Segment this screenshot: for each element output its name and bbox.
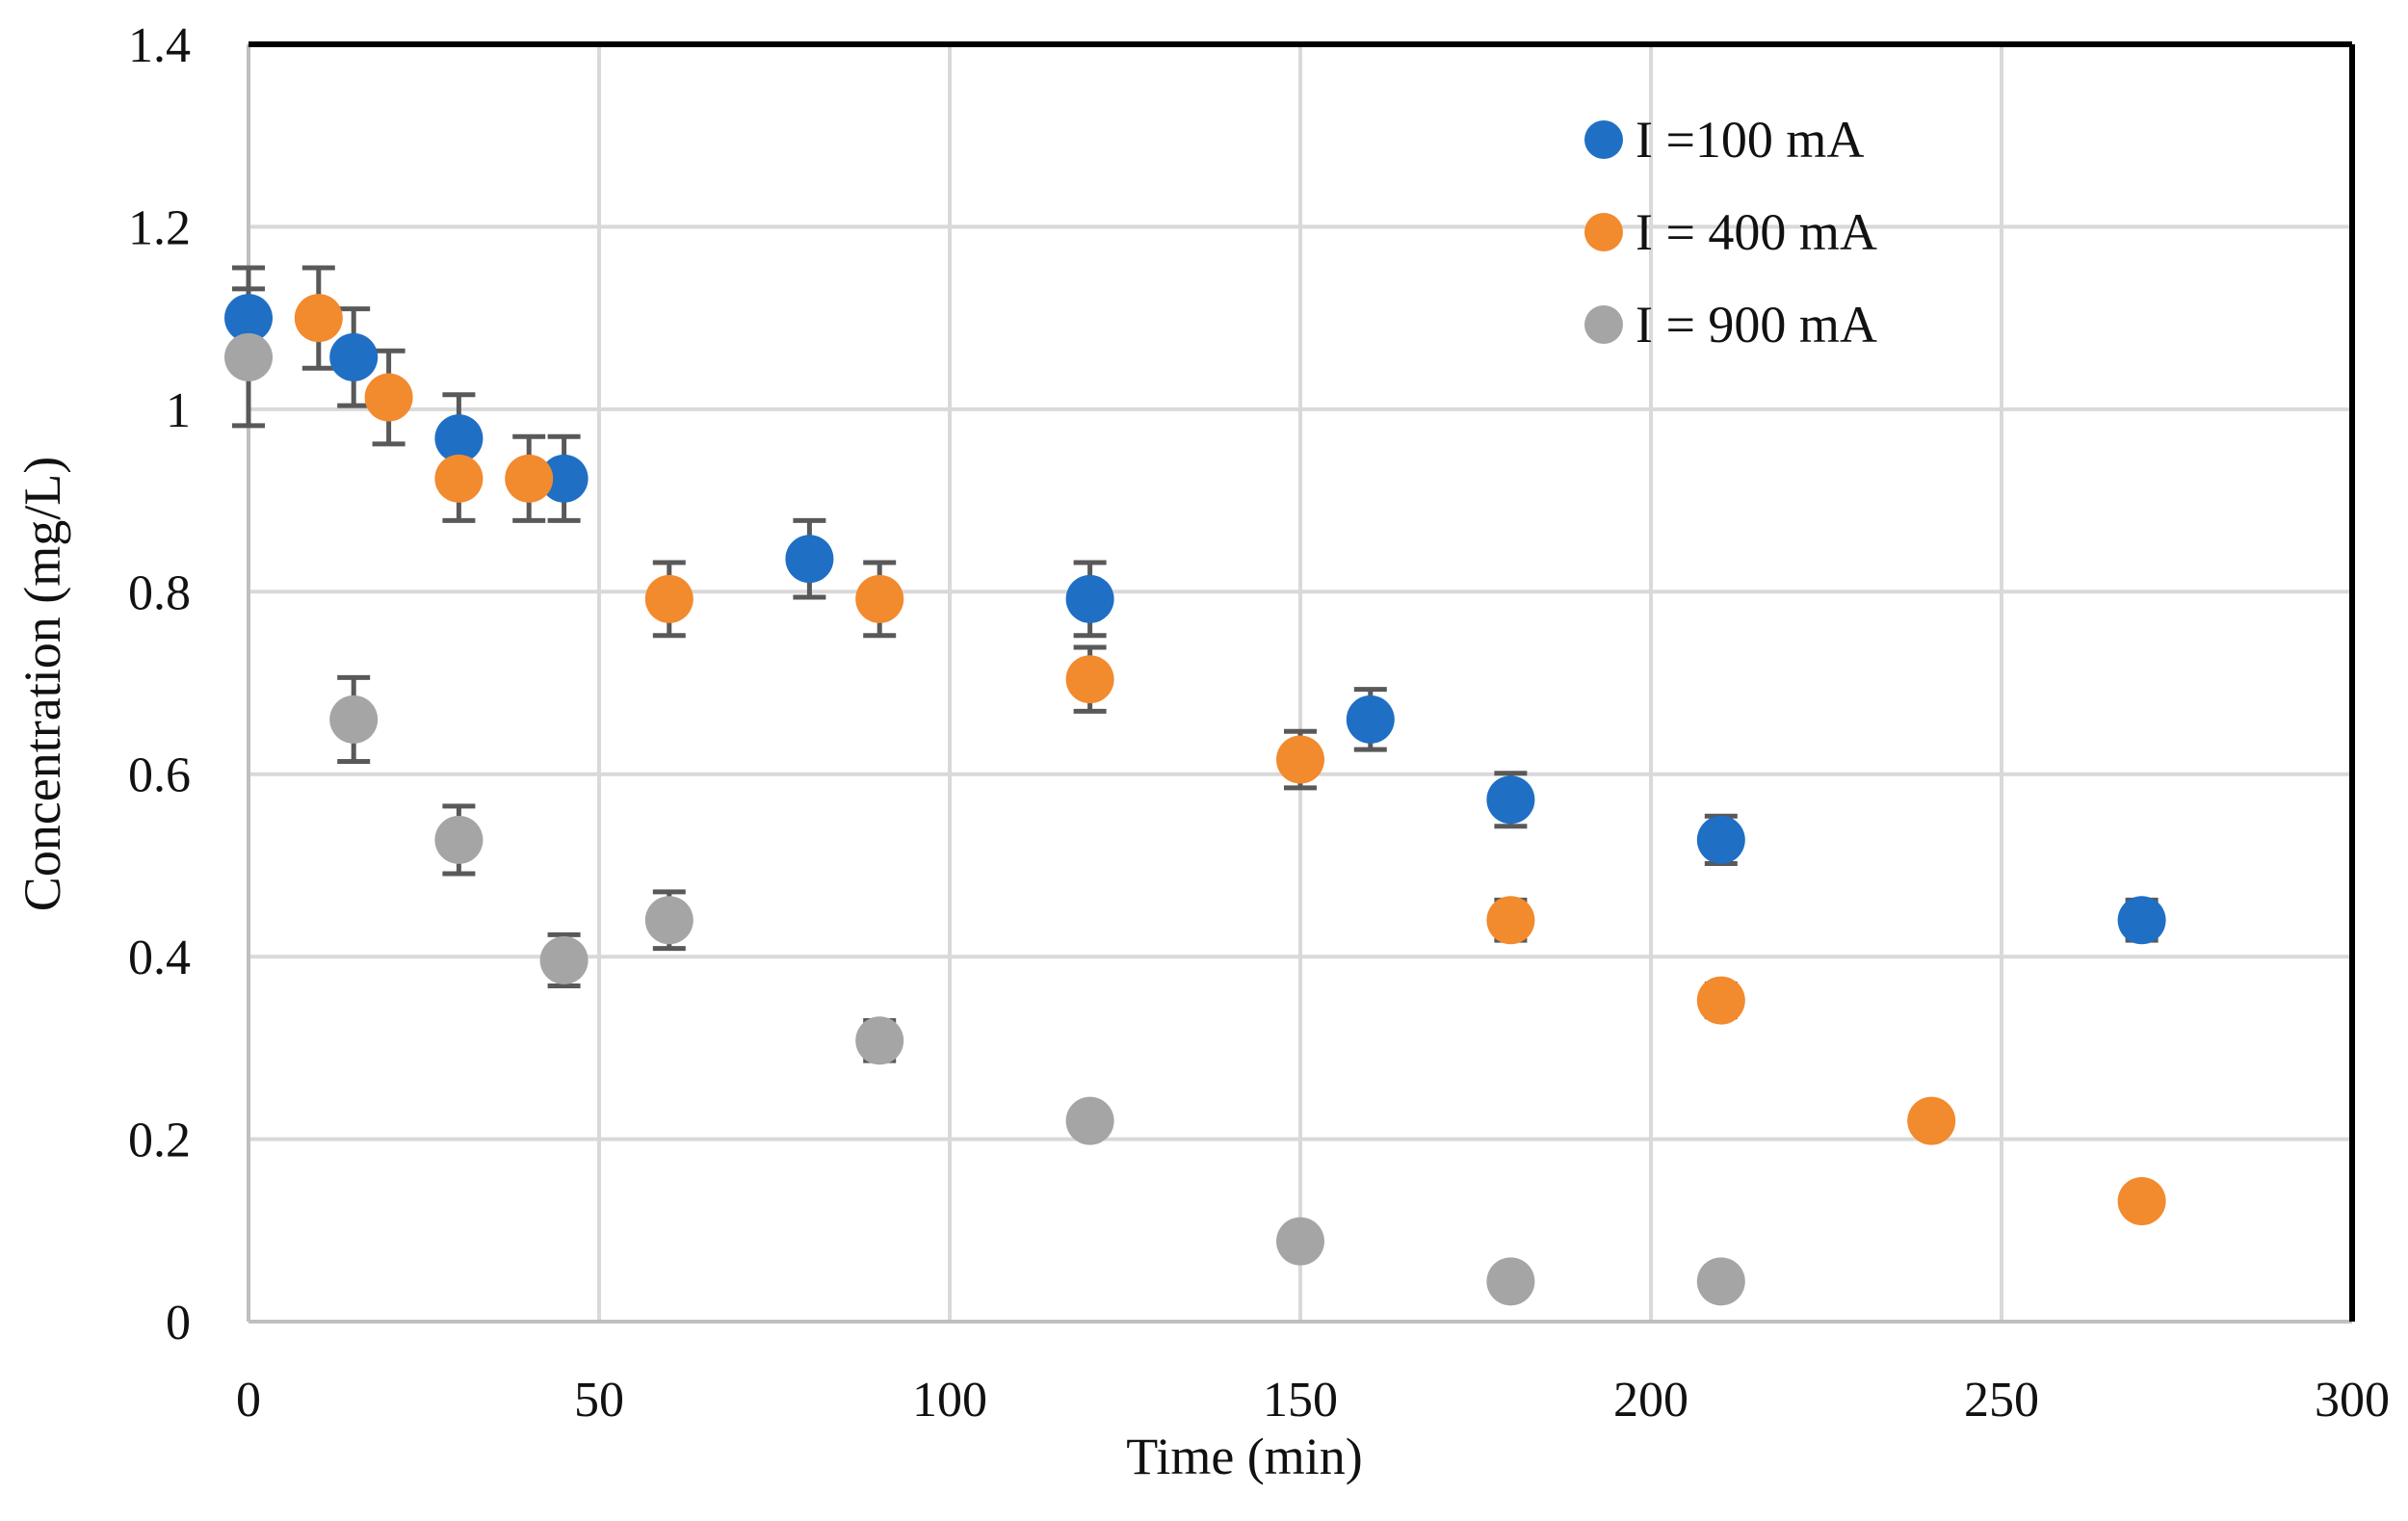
y-tick-label: 0.8 (128, 565, 191, 620)
legend: I =100 mA I = 400 mA I = 900 mA (1584, 111, 1877, 354)
data-point (434, 414, 484, 463)
legend-label: I = 400 mA (1636, 203, 1877, 261)
data-point (294, 294, 343, 343)
y-tick-label: 1.2 (128, 200, 191, 255)
data-point (1346, 695, 1395, 744)
x-axis-title: Time (min) (1126, 1428, 1363, 1485)
data-point (2117, 1176, 2166, 1225)
y-axis-title: Concentration (mg/L) (13, 457, 71, 911)
x-tick-label: 300 (2315, 1373, 2390, 1428)
data-point (364, 373, 413, 422)
y-tick-label: 1 (166, 383, 191, 438)
data-point (224, 294, 273, 343)
legend-label: I = 900 mA (1636, 296, 1877, 354)
legend-marker (1584, 213, 1623, 251)
data-point (1065, 655, 1114, 704)
data-point (785, 535, 834, 584)
legend-entry: I = 400 mA (1584, 203, 1877, 261)
data-point (505, 454, 554, 503)
x-tick-label: 0 (236, 1373, 261, 1428)
x-tick-label: 150 (1263, 1373, 1338, 1428)
data-point (539, 454, 589, 503)
y-tick-label: 1.4 (128, 18, 191, 73)
data-point (224, 332, 273, 381)
y-tick-label: 0.6 (128, 748, 191, 803)
data-point (1486, 1257, 1535, 1306)
legend-entry: I = 900 mA (1584, 296, 1877, 354)
y-tick-label: 0.2 (128, 1114, 191, 1168)
data-point (1907, 1096, 1956, 1145)
data-point (329, 695, 379, 744)
data-point (1696, 1257, 1745, 1306)
axes (247, 41, 2355, 1324)
data-point (855, 1016, 904, 1065)
x-tick-label: 50 (574, 1373, 624, 1428)
data-point (1696, 815, 1745, 864)
x-tick-label: 200 (1613, 1373, 1688, 1428)
y-tick-label: 0.4 (128, 931, 191, 985)
x-tick-label: 250 (1964, 1373, 2039, 1428)
data-point (539, 935, 589, 984)
data-point (1276, 1217, 1324, 1266)
data-point (644, 574, 694, 623)
data-point (1696, 976, 1745, 1025)
data-points (224, 294, 2166, 1306)
legend-marker (1584, 120, 1623, 159)
legend-label: I =100 mA (1636, 111, 1864, 169)
x-tick-label: 100 (912, 1373, 987, 1428)
data-point (329, 332, 379, 381)
data-point (1486, 896, 1535, 945)
data-point (855, 574, 904, 623)
data-point (644, 896, 694, 945)
data-point (1486, 775, 1535, 825)
tick-labels: 0 50 100 150 200 250 300 0 0.2 0.4 0.6 0.8 1 1.2 1.4 (128, 18, 2390, 1428)
y-tick-label: 0 (166, 1296, 191, 1351)
data-point (434, 815, 484, 864)
data-point (1065, 1096, 1114, 1145)
legend-marker (1584, 305, 1623, 344)
data-point (2117, 896, 2166, 945)
data-point (434, 454, 484, 503)
legend-entry: I =100 mA (1584, 111, 1864, 169)
data-point (1276, 735, 1324, 784)
data-point (1065, 574, 1114, 623)
